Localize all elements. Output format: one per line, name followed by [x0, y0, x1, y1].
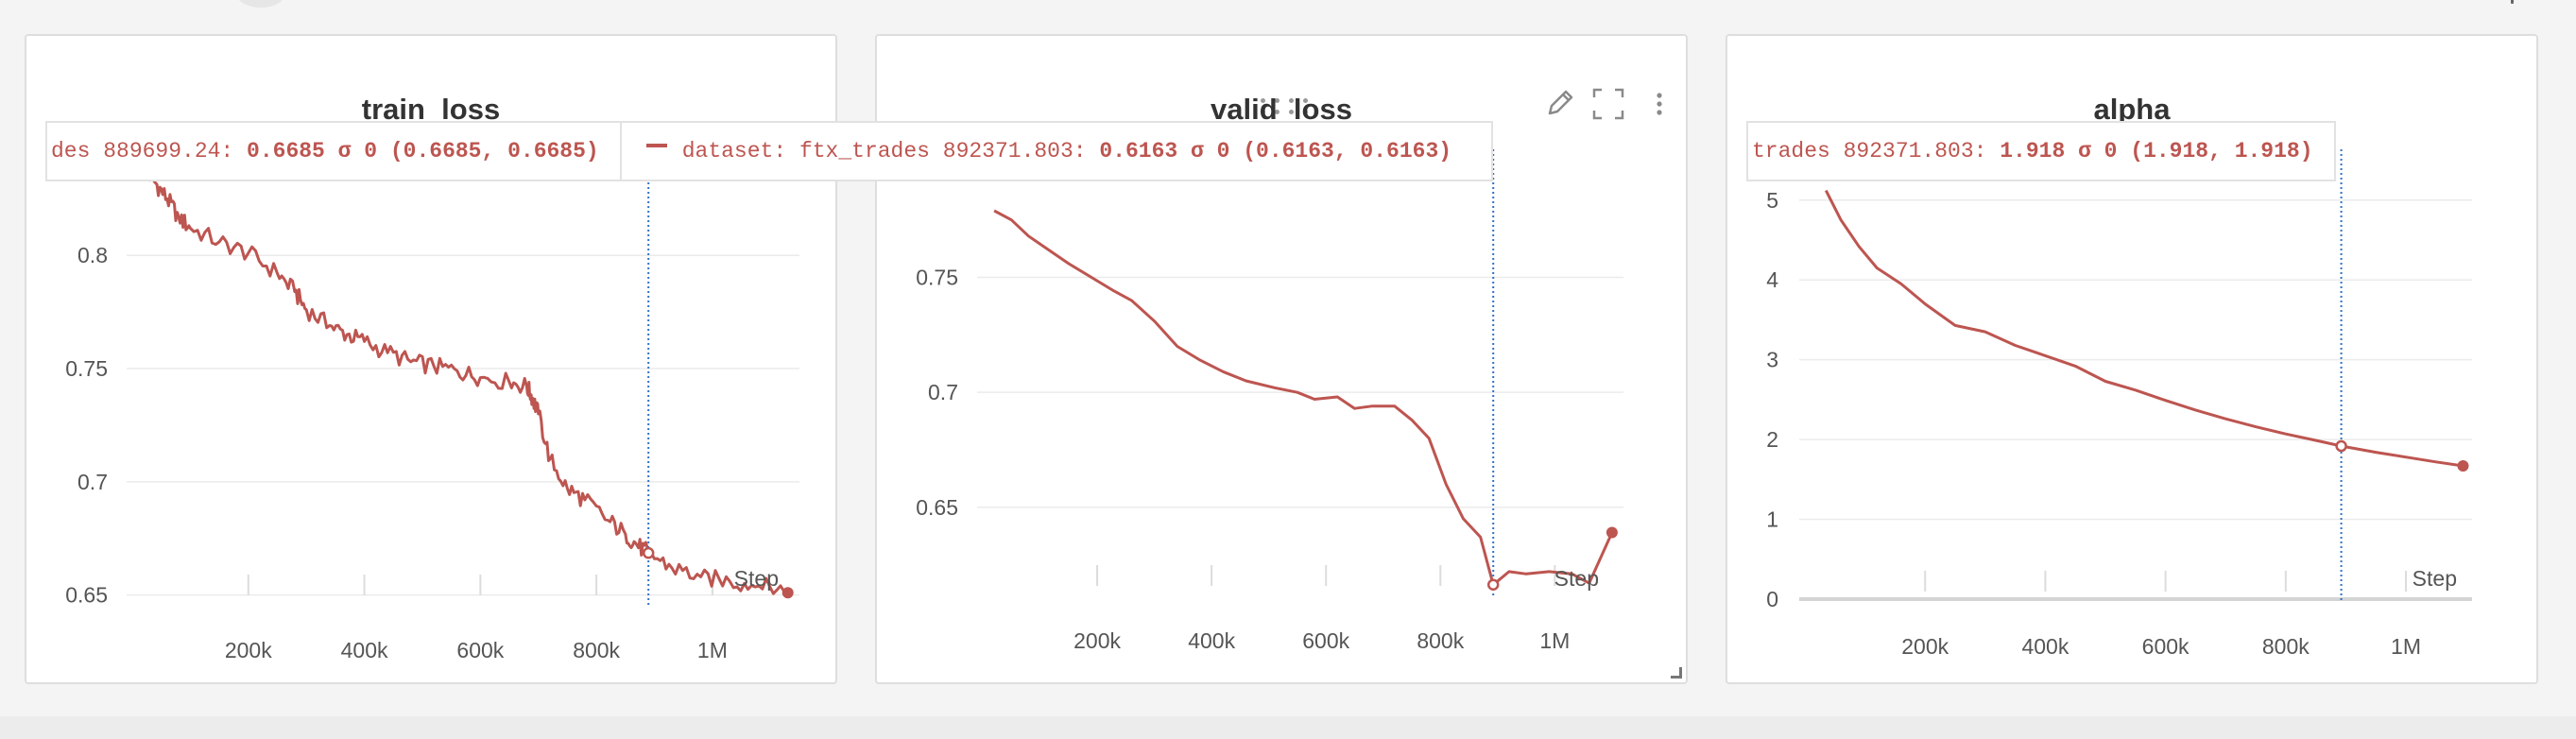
x-tick-label: 200k: [1073, 628, 1121, 653]
x-tick-label: 1M: [1539, 628, 1570, 653]
series-line-dataset-ftx-trades[interactable]: [1824, 189, 2464, 468]
x-axis-label: Step: [2413, 566, 2457, 591]
x-tick-label: 400k: [2021, 634, 2069, 659]
alpha-chart[interactable]: 0 1 2 3 4 5 200k 400k 600k 800k 1M Step: [1727, 36, 2540, 686]
x-tick-label: 1M: [2391, 634, 2421, 659]
legend-line-icon: [645, 143, 667, 147]
drag-handle-icon[interactable]: [1259, 96, 1312, 117]
y-tick-label: 2: [1766, 427, 1778, 452]
y-tick-label: 0.75: [65, 356, 108, 381]
x-tick-label: 600k: [1302, 628, 1349, 653]
panel-title: alpha: [2093, 93, 2171, 126]
hover-cursor-point: [642, 546, 655, 559]
x-tick-label: 400k: [1188, 628, 1235, 653]
series-end-point: [781, 587, 794, 599]
tooltip-entry: des 889699.24: 0.6685 σ 0 (0.6685, 0.668…: [51, 139, 599, 163]
valid-loss-chart[interactable]: 0.65 0.7 0.75 200k 400k 600k 800k 1M Step: [877, 36, 1690, 686]
tooltip-entry: dataset: ftx_trades 892371.803: 0.6163 σ…: [622, 123, 1472, 180]
panel-title: valid_loss: [1211, 93, 1352, 126]
series-line-dataset-ftx-trades[interactable]: [142, 166, 789, 595]
tooltip-entry: trades 892371.803: 1.918 σ 0 (1.918, 1.9…: [1752, 139, 2313, 163]
top-menu-fragment: [2511, 0, 2514, 4]
panel-title: train_loss: [361, 93, 501, 126]
y-tick-label: 4: [1766, 267, 1778, 292]
y-tick-label: 0.7: [928, 380, 958, 404]
x-tick-label: 800k: [1417, 628, 1464, 653]
series-end-point: [1606, 526, 1618, 539]
train-loss-chart[interactable]: 0.65 0.7 0.75 0.8 200k 400k 600k 800k 1M Step: [26, 36, 839, 686]
hover-cursor-point: [2335, 439, 2347, 453]
more-vertical-icon[interactable]: [1654, 89, 1665, 119]
x-tick-label: 800k: [2262, 634, 2310, 659]
hover-tooltip-alpha: trades 892371.803: 1.918 σ 0 (1.918, 1.9…: [1746, 121, 2336, 181]
series-line-dataset-ftx-trades[interactable]: [993, 209, 1614, 587]
x-tick-label: 800k: [573, 638, 620, 662]
y-tick-label: 0: [1766, 587, 1778, 611]
y-tick-label: 0.75: [916, 266, 958, 290]
hover-tooltip-train-loss: des 889699.24: 0.6685 σ 0 (0.6685, 0.668…: [45, 121, 1493, 181]
x-axis-label: Step: [1554, 566, 1599, 591]
x-tick-label: 600k: [2142, 634, 2190, 659]
y-tick-label: 5: [1766, 188, 1778, 213]
y-tick-label: 0.65: [65, 583, 108, 608]
x-tick-label: 400k: [341, 638, 388, 662]
x-axis-label: Step: [734, 566, 779, 591]
y-tick-label: 0.65: [916, 495, 958, 520]
top-partial-control: [236, 0, 285, 8]
resize-handle[interactable]: [1671, 667, 1682, 679]
pencil-icon[interactable]: [1544, 87, 1576, 119]
page-bottom-strip: [0, 716, 2576, 739]
y-tick-label: 0.7: [77, 470, 108, 494]
x-tick-label: 600k: [456, 638, 504, 662]
x-tick-label: 200k: [1901, 634, 1949, 659]
y-tick-label: 3: [1766, 348, 1778, 372]
x-tick-label: 200k: [225, 638, 272, 662]
page-top-strip: [0, 0, 2576, 8]
series-end-point: [2457, 459, 2469, 472]
x-tick-label: 1M: [697, 638, 728, 662]
fullscreen-icon[interactable]: [1591, 87, 1625, 121]
y-tick-label: 1: [1766, 507, 1778, 532]
y-tick-label: 0.8: [77, 243, 108, 267]
hover-cursor-point: [1486, 578, 1500, 592]
